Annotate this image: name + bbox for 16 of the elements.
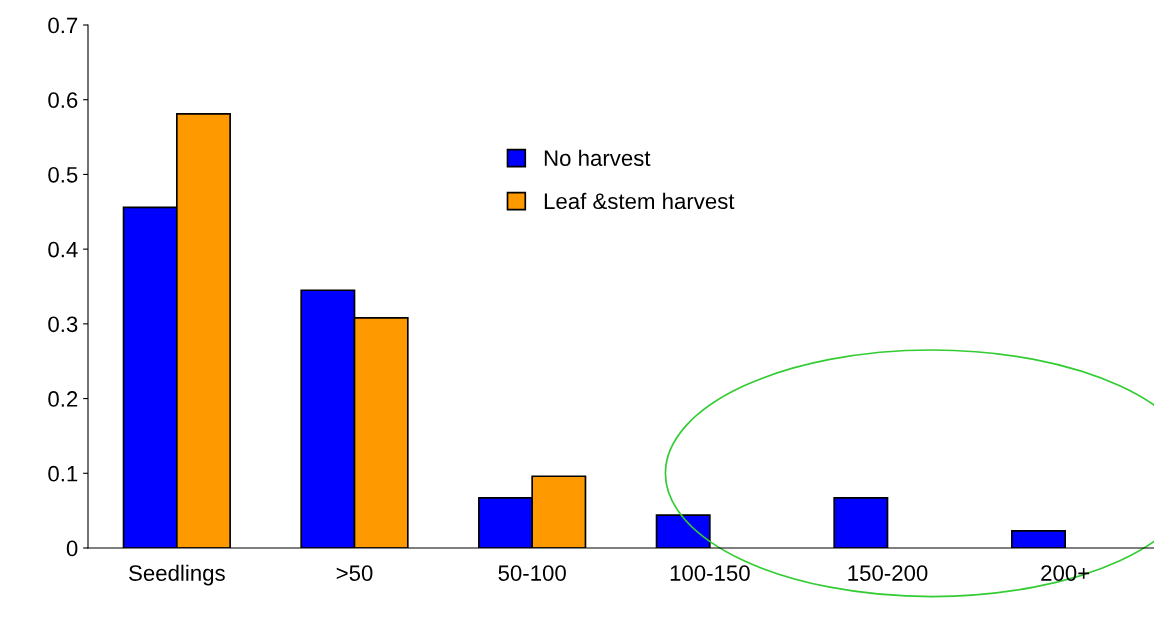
- y-tick-label: 0.2: [48, 391, 78, 407]
- y-tick-label: 0.7: [48, 17, 78, 34]
- x-tick-label: 100-150: [670, 565, 750, 581]
- x-tick-label: 200+: [1041, 565, 1090, 581]
- legend-label: No harvest: [544, 149, 651, 167]
- y-tick-label: 0.6: [48, 92, 78, 108]
- y-tick-label: 0.5: [48, 166, 78, 183]
- y-tick-label: 0.1: [48, 465, 78, 482]
- y-tick-label: 0: [66, 540, 78, 557]
- y-tick-label: 0.3: [48, 316, 78, 333]
- x-tick-label: >50: [336, 565, 373, 581]
- x-tick-label: 50-100: [498, 565, 566, 581]
- x-tick-label: 150-200: [848, 565, 928, 581]
- legend-label: Leaf &stem harvest: [544, 192, 735, 210]
- y-tick-label: 0.4: [48, 241, 78, 258]
- x-tick-label: Seedlings: [129, 564, 225, 586]
